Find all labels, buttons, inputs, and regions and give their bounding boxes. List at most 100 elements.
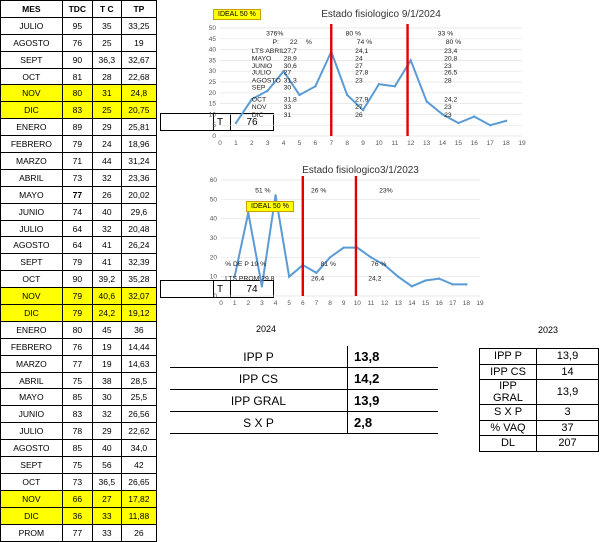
annotation-label: 376% <box>266 31 283 38</box>
y-tick-label: 25 <box>209 79 217 86</box>
cell-tdc: 64 <box>61 236 93 255</box>
annotation-label: 27 <box>284 69 292 76</box>
data-point <box>473 115 476 118</box>
annotation-label: 20,8 <box>444 55 457 62</box>
annotation-label: 76 % <box>371 261 387 268</box>
x-tick-label: 16 <box>471 140 479 147</box>
data-point <box>410 285 414 288</box>
x-tick-label: 13 <box>395 300 403 307</box>
table-row: AGOSTO 85 40 34,0 <box>0 439 158 458</box>
x-tick-label: 6 <box>301 300 305 307</box>
table-row: MAYO 85 30 25,5 <box>0 388 158 407</box>
x-tick-label: 13 <box>423 140 431 147</box>
annotation-label: 23 <box>444 112 452 119</box>
x-tick-label: 18 <box>463 300 471 307</box>
y-tick-label: 35 <box>209 57 217 64</box>
annotation-label: 31,8 <box>284 96 297 103</box>
x-tick-label: 17 <box>487 140 495 147</box>
cell-tdc: 71 <box>61 152 93 170</box>
cell-mes: AGOSTO <box>0 236 63 255</box>
cell-tc: 35 <box>91 16 122 35</box>
cell-tdc: 77 <box>61 354 93 373</box>
cell-tdc: 80 <box>61 320 93 339</box>
cell-tp: 22,62 <box>120 422 158 441</box>
cell-tdc: 76 <box>61 33 93 52</box>
cell-mes: FEBRERO <box>0 337 63 356</box>
header-mes: MES <box>0 0 63 18</box>
cell-tc: 26 <box>91 185 122 204</box>
cell-tp: 17,82 <box>120 489 158 508</box>
header-tc: T C <box>91 0 122 18</box>
cell-tdc: 73 <box>61 168 93 187</box>
year-label-2024: 2024 <box>256 324 277 334</box>
cell-tp: 22,68 <box>120 67 158 86</box>
data-point <box>233 275 236 278</box>
cell-tp: 26,24 <box>120 236 158 255</box>
cell-tp: 14,44 <box>120 337 158 356</box>
x-tick-label: 7 <box>315 300 319 307</box>
cell-mes: FEBRERO <box>0 135 63 154</box>
cell-tdc: 80 <box>61 84 93 103</box>
ipp-value: 13,9 <box>536 379 599 405</box>
cell-tc: 29 <box>91 118 122 137</box>
cell-tdc: 77 <box>61 185 93 204</box>
cell-tdc: 36 <box>61 506 93 525</box>
table-row: SEPT 79 41 32,39 <box>0 253 158 272</box>
cell-tdc: 75 <box>61 456 93 474</box>
x-tick-label: 9 <box>342 300 346 307</box>
annotation-label: 23 <box>444 104 452 111</box>
annotation-label: 80 % <box>446 39 462 46</box>
ipp-key: IPP CS <box>170 367 348 390</box>
annotation-label: DIC <box>252 112 264 119</box>
cell-tdc: 85 <box>61 439 93 458</box>
ipp-key: IPP P <box>479 348 537 365</box>
table-row: IPP P 13,9 <box>479 348 599 365</box>
annotation-label: JUNIO <box>252 63 272 70</box>
cell-tp: 36 <box>120 320 158 339</box>
x-tick-label: 5 <box>298 140 302 147</box>
cell-tc: 25 <box>91 33 122 52</box>
data-point <box>425 100 428 103</box>
annotation-label: 22 <box>290 39 298 46</box>
monthly-table: MES TDC T C TP JULIO 95 35 33,25 AGOSTO 76 25 1… <box>0 0 158 542</box>
annotation-label: P: <box>272 39 279 46</box>
y-tick-label: 60 <box>210 177 218 184</box>
annotation-label: 30 <box>284 84 292 91</box>
y-tick-label: 10 <box>210 274 218 281</box>
data-point <box>504 119 508 123</box>
annotation-label: 74 % <box>357 39 373 46</box>
table-row: DIC 83 25 20,75 <box>0 101 158 120</box>
annotation-label: 27,9 <box>355 96 368 103</box>
data-point <box>383 263 386 267</box>
cell-tc: 28 <box>91 67 122 86</box>
table-row: JULIO 64 32 20,48 <box>0 219 158 238</box>
cell-tp: 33,25 <box>120 16 158 35</box>
data-point <box>369 256 373 259</box>
table-row: DL 207 <box>479 435 599 452</box>
cell-mes: AGOSTO <box>0 33 63 52</box>
table-row: IPP P 13,8 <box>170 346 438 368</box>
cell-tdc: 83 <box>61 101 93 120</box>
ipp-value: 13,8 <box>347 346 438 368</box>
x-tick-label: 15 <box>455 140 463 147</box>
x-tick-label: 3 <box>266 140 270 147</box>
cell-tdc: 79 <box>61 253 93 272</box>
cell-mes: JULIO <box>0 16 63 35</box>
x-tick-label: 1 <box>234 140 238 147</box>
cell-mes: ABRIL <box>0 371 63 390</box>
cell-tc: 31 <box>91 84 122 103</box>
data-point <box>393 85 397 88</box>
chart-2023-svg: Estado fisiologico3/1/2023 0 10 20 30 40 50 60 0… <box>210 165 484 307</box>
ipp-value: 13,9 <box>536 348 599 365</box>
data-point <box>489 124 492 127</box>
cell-mes: MARZO <box>0 354 63 373</box>
cell-mes: JULIO <box>0 422 63 441</box>
chart-2023: Estado fisiologico3/1/2023 0 10 20 30 40 50 60 0… <box>203 160 488 310</box>
x-tick-label: 16 <box>435 300 443 307</box>
cell-tc: 40,6 <box>91 287 122 306</box>
cell-tp: 32,67 <box>120 50 158 69</box>
cell-tc: 32 <box>91 168 122 187</box>
ipp-value: 14 <box>536 363 599 380</box>
table-header-row: MES TDC T C TP <box>0 0 158 18</box>
data-point <box>274 194 277 197</box>
